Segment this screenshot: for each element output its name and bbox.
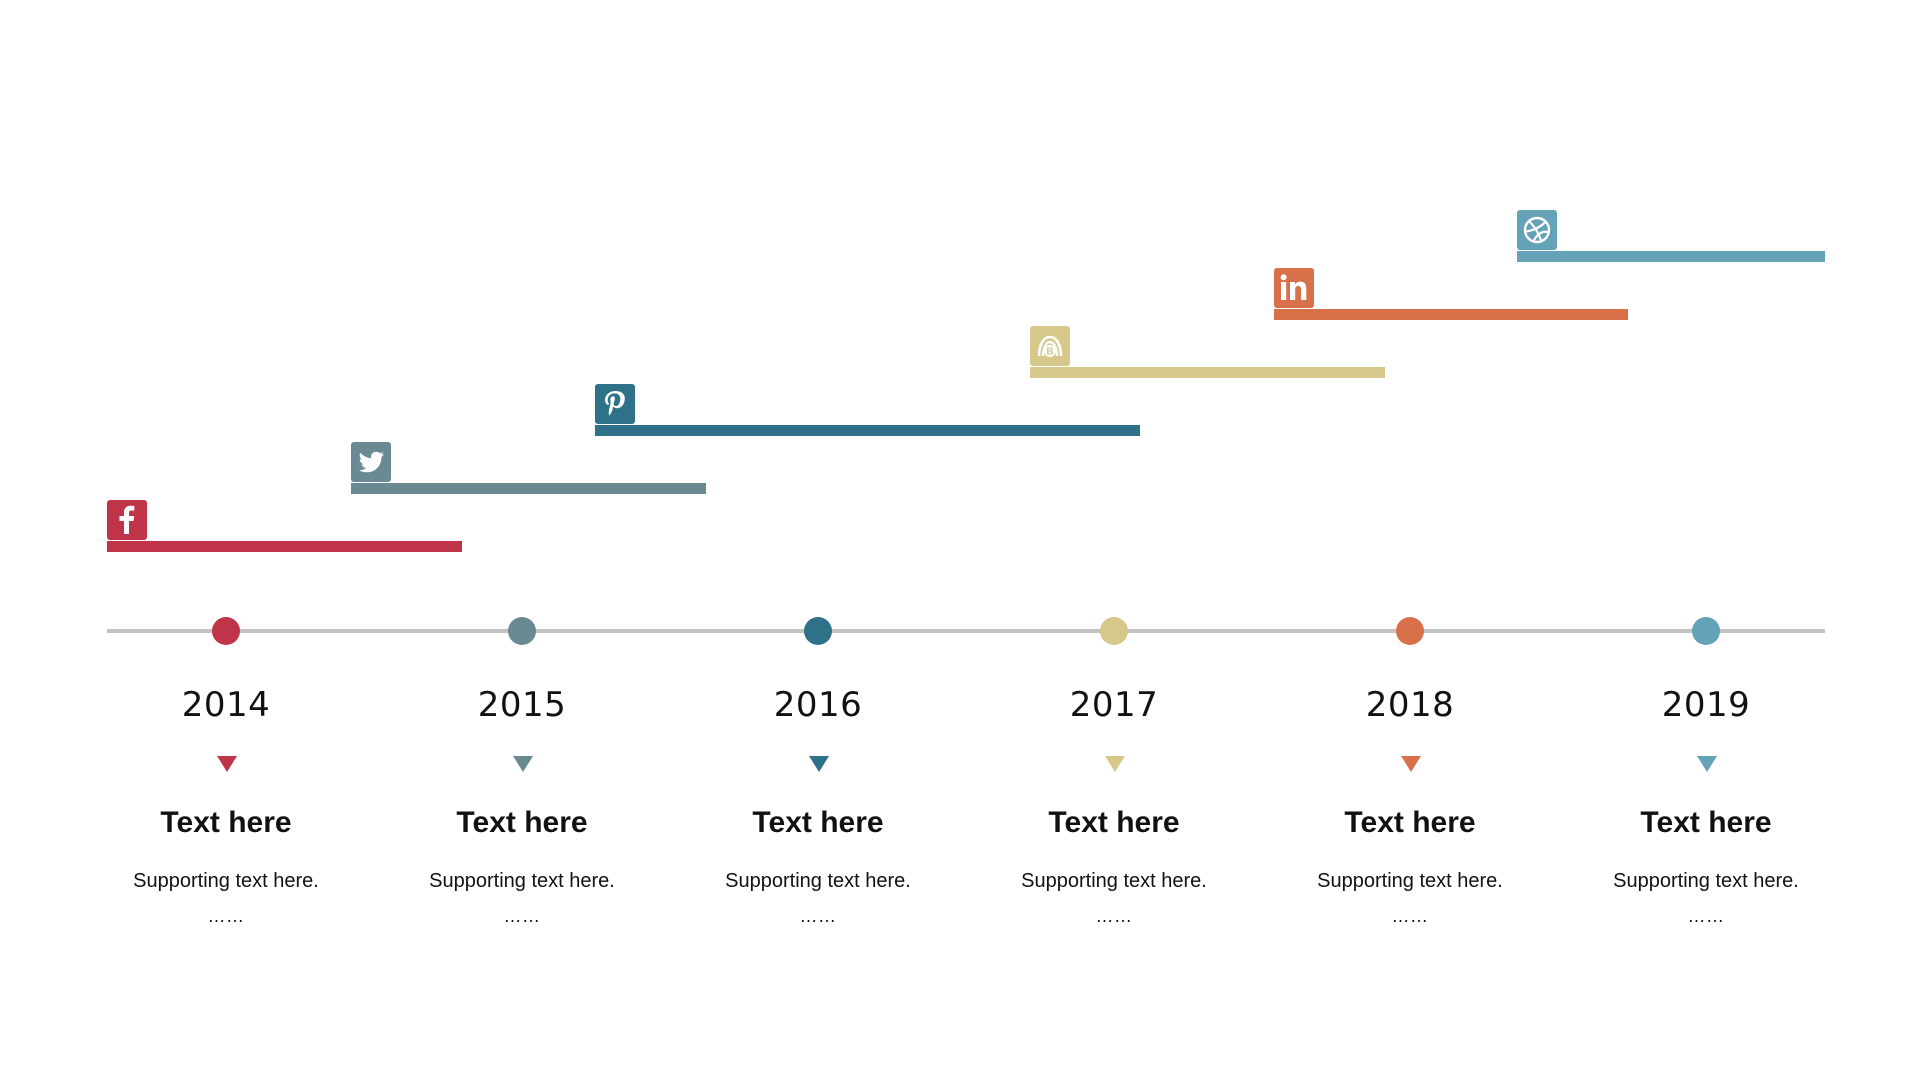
- timeline-bar-2014: [107, 541, 462, 552]
- timeline-dot-2016: [804, 617, 832, 645]
- milestone-supporting-text: Supporting text here.: [429, 870, 615, 892]
- twitter-icon: [351, 442, 391, 482]
- milestone-heading: Text here: [1048, 806, 1180, 839]
- milestone-ellipsis: ……: [1391, 906, 1429, 926]
- down-arrow-icon: [1697, 756, 1717, 772]
- timeline-bar-2019: [1517, 251, 1825, 262]
- milestone-heading: Text here: [1344, 806, 1476, 839]
- milestone-supporting-text: Supporting text here.: [1021, 870, 1207, 892]
- timeline-dot-2014: [212, 617, 240, 645]
- milestone-year: 2015: [477, 685, 567, 725]
- milestone-year: 2017: [1069, 685, 1159, 725]
- milestone-ellipsis: ……: [1687, 906, 1725, 926]
- milestone-ellipsis: ……: [799, 906, 837, 926]
- blogger-icon: B: [1030, 326, 1070, 366]
- milestone-heading: Text here: [160, 806, 292, 839]
- down-arrow-icon: [217, 756, 237, 772]
- milestone-heading: Text here: [456, 806, 588, 839]
- pinterest-icon: [595, 384, 635, 424]
- dribbble-icon: [1517, 210, 1557, 250]
- down-arrow-icon: [809, 756, 829, 772]
- milestone-supporting-text: Supporting text here.: [725, 870, 911, 892]
- svg-text:B: B: [1046, 347, 1053, 358]
- milestone-ellipsis: ……: [1095, 906, 1133, 926]
- milestone-supporting-text: Supporting text here.: [133, 870, 319, 892]
- facebook-icon: [107, 500, 147, 540]
- milestone-year: 2014: [181, 685, 271, 725]
- timeline-bar-2015: [351, 483, 706, 494]
- timeline-bar-2017: [1030, 367, 1385, 378]
- milestone-supporting-text: Supporting text here.: [1613, 870, 1799, 892]
- timeline-dot-2015: [508, 617, 536, 645]
- milestone-year: 2019: [1661, 685, 1751, 725]
- linkedin-icon: [1274, 268, 1314, 308]
- down-arrow-icon: [1105, 756, 1125, 772]
- milestone-ellipsis: ……: [207, 906, 245, 926]
- down-arrow-icon: [513, 756, 533, 772]
- milestone-heading: Text here: [752, 806, 884, 839]
- milestone-year: 2018: [1365, 685, 1455, 725]
- timeline-bar-2018: [1274, 309, 1628, 320]
- timeline-dot-2019: [1692, 617, 1720, 645]
- down-arrow-icon: [1401, 756, 1421, 772]
- milestone-year: 2016: [773, 685, 863, 725]
- milestone-supporting-text: Supporting text here.: [1317, 870, 1503, 892]
- timeline-axis: [107, 629, 1825, 633]
- timeline-dot-2017: [1100, 617, 1128, 645]
- milestone-heading: Text here: [1640, 806, 1772, 839]
- timeline-bar-2016: [595, 425, 1140, 436]
- timeline-dot-2018: [1396, 617, 1424, 645]
- milestone-ellipsis: ……: [503, 906, 541, 926]
